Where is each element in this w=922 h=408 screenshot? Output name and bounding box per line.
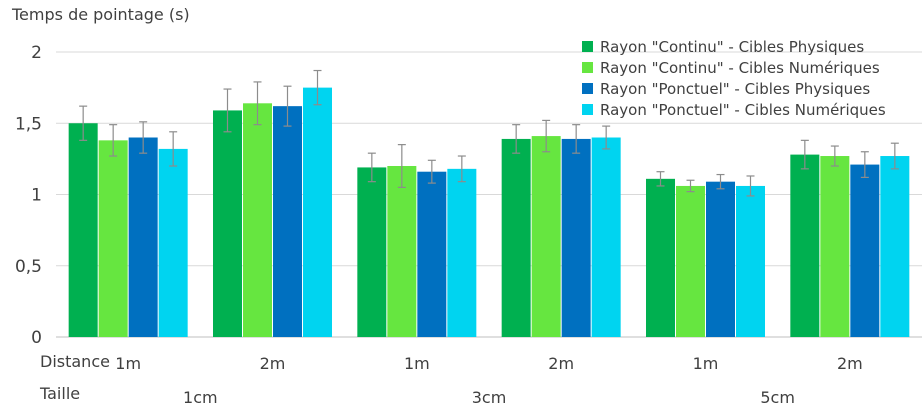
legend-swatch [582, 62, 593, 73]
distance-row-label: Distance [40, 352, 110, 371]
bar [303, 87, 332, 337]
bar [531, 136, 561, 337]
distance-tick-label: 1m [404, 354, 430, 373]
distance-tick-label: 2m [260, 354, 286, 373]
y-tick-label: 1,5 [15, 114, 42, 134]
legend-item: Rayon "Continu" - Cibles Physiques [582, 36, 886, 57]
bar [128, 137, 158, 337]
bar [158, 148, 188, 337]
taille-tick-label: 5cm [760, 388, 795, 407]
bar [273, 106, 302, 338]
bar [561, 138, 591, 337]
legend-swatch [582, 41, 593, 52]
distance-tick-label: 1m [115, 354, 141, 373]
bar [357, 167, 387, 337]
y-axis-title: Temps de pointage (s) [12, 5, 190, 24]
taille-row-label: Taille [40, 384, 81, 403]
legend-label: Rayon "Ponctuel" - Cibles Physiques [600, 79, 871, 98]
y-tick-label: 0 [31, 328, 42, 348]
bar [850, 164, 880, 337]
distance-tick-label: 2m [837, 354, 863, 373]
bar [676, 185, 705, 337]
bar [820, 156, 850, 337]
bar [501, 138, 531, 337]
bar [790, 154, 820, 337]
distance-tick-label: 1m [693, 354, 719, 373]
legend-item: Rayon "Ponctuel" - Cibles Physiques [582, 78, 886, 99]
taille-tick-label: 1cm [183, 388, 218, 407]
bar [417, 171, 447, 337]
legend-item: Rayon "Ponctuel" - Cibles Numériques [582, 99, 886, 120]
bar [387, 166, 417, 337]
chart-legend: Rayon "Continu" - Cibles Physiques Rayon… [582, 36, 886, 120]
y-tick-label: 1 [31, 186, 42, 206]
y-tick-label: 2 [31, 43, 42, 63]
legend-item: Rayon "Continu" - Cibles Numériques [582, 57, 886, 78]
bar [243, 103, 272, 337]
bar [591, 137, 621, 337]
legend-label: Rayon "Continu" - Cibles Physiques [600, 37, 865, 56]
distance-tick-label: 2m [548, 354, 574, 373]
bar [68, 123, 98, 337]
legend-swatch [582, 104, 593, 115]
bar [213, 110, 242, 337]
bar [98, 140, 128, 337]
bar [447, 168, 477, 337]
bar [736, 185, 765, 337]
legend-label: Rayon "Continu" - Cibles Numériques [600, 58, 880, 77]
bar [646, 178, 675, 337]
taille-tick-label: 3cm [472, 388, 507, 407]
bar [706, 181, 735, 337]
bar [880, 156, 910, 337]
y-tick-label: 0,5 [15, 257, 42, 277]
legend-label: Rayon "Ponctuel" - Cibles Numériques [600, 100, 886, 119]
legend-swatch [582, 83, 593, 94]
